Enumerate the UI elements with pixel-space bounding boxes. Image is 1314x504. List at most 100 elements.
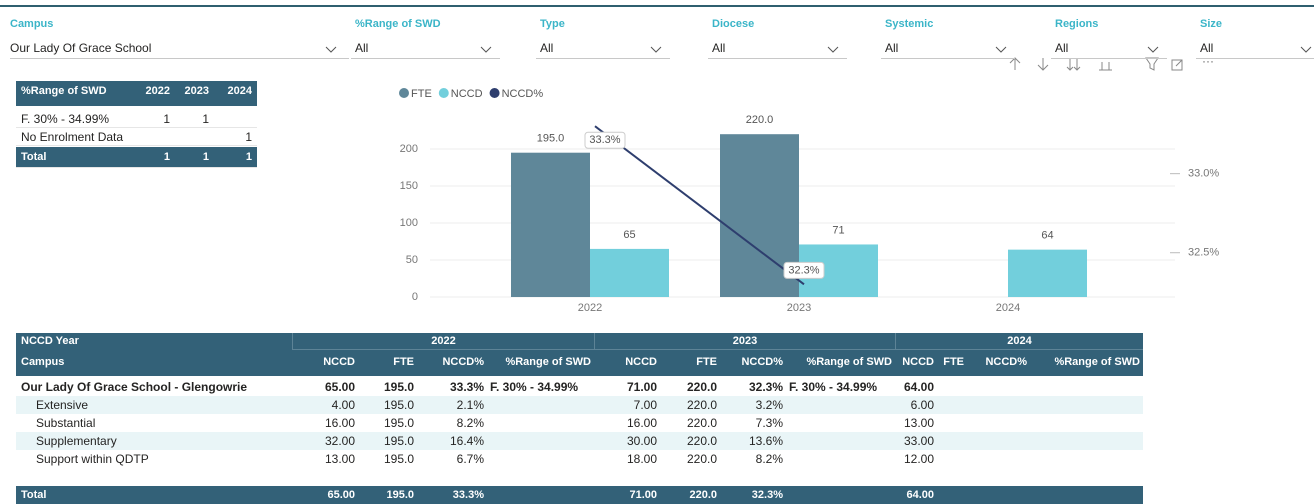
table-cell: 195.0: [358, 486, 417, 504]
chevron: [1147, 46, 1159, 53]
table-column-header: FTE: [937, 351, 967, 373]
table-cell: 13.6%: [720, 432, 786, 450]
table-cell: [1030, 414, 1143, 432]
chevron: [480, 46, 492, 53]
table-cell: [1030, 432, 1143, 450]
table-column-header: NCCD%: [417, 351, 487, 373]
table-cell: 16.00: [626, 416, 657, 430]
data-label: 32.3%: [788, 264, 819, 276]
chevron: [827, 46, 839, 53]
table-row-label: Total: [16, 486, 292, 504]
table-cell: [1030, 378, 1143, 396]
data-label: 65: [623, 229, 635, 241]
table-cell: 64.00: [895, 486, 937, 504]
table-column-header: FTE: [660, 351, 720, 373]
table-cell: [937, 396, 967, 414]
table-cell: [1030, 450, 1143, 468]
table-cell: 220.0: [660, 396, 720, 414]
bar: [1008, 249, 1087, 297]
table-cell: 33.00: [895, 432, 937, 450]
table-group-corner: NCCD Year: [16, 333, 292, 350]
y-tick-label: 200: [400, 143, 418, 155]
table-column-header: NCCD%: [720, 351, 786, 373]
filter-label: Regions: [1055, 18, 1099, 30]
table-cell: 3.2%: [720, 396, 786, 414]
table-column-header: FTE: [358, 351, 417, 373]
summary-header: %Range of SWD: [16, 81, 137, 106]
toolbar-icons[interactable]: [1009, 57, 1183, 71]
data-label-box: [783, 261, 825, 279]
y-tick-label: 100: [400, 217, 418, 229]
table-column-header: NCCD: [292, 351, 358, 373]
table-cell: 32.00: [292, 432, 358, 450]
table-cell: [487, 450, 594, 468]
legend-label: NCCD%: [502, 88, 544, 100]
table-cell: [967, 450, 1030, 468]
table-cell: 18.00: [626, 452, 657, 466]
summary-cell: [175, 128, 214, 146]
table-cell: 30.00: [594, 432, 660, 450]
table-cell: [967, 378, 1030, 396]
x-tick-label: 2022: [578, 302, 602, 314]
filter-dropdown[interactable]: Our Lady Of Grace School: [10, 39, 349, 59]
table-cell: 195.0: [383, 416, 414, 430]
table-cell: [487, 414, 594, 432]
bar: [511, 152, 590, 297]
table-cell: 65.00: [324, 380, 355, 394]
chevron: [650, 46, 662, 53]
table-cell: 8.2%: [755, 452, 783, 466]
table-cell: 16.00: [324, 416, 355, 430]
table-row-label: Extensive: [16, 396, 292, 414]
table-cell: [967, 414, 1030, 432]
table-cell: 6.7%: [456, 452, 484, 466]
summary-row-label: F. 30% - 34.99%: [16, 110, 137, 128]
filter-dropdown[interactable]: All: [351, 39, 500, 59]
top-border: [0, 5, 1314, 7]
data-label: 195.0: [537, 133, 565, 145]
table-cell: [487, 396, 594, 414]
table-cell: [937, 378, 967, 396]
table-cell: 71.00: [594, 486, 660, 504]
filter-dropdown[interactable]: All: [536, 39, 670, 59]
filter-dropdown[interactable]: All: [1051, 39, 1167, 59]
table-cell: [786, 414, 895, 432]
table-row-label: Our Lady Of Grace School - Glengowrie: [21, 380, 248, 394]
filter-dropdown[interactable]: All: [708, 39, 847, 59]
data-label: 220.0: [746, 114, 774, 126]
table-column-header: NCCD: [895, 351, 937, 373]
summary-cell: 1: [137, 147, 175, 168]
legend-marker: [489, 88, 500, 98]
table-cell: 13.00: [903, 416, 934, 430]
filter-dropdown[interactable]: All: [881, 39, 1015, 59]
table-column-header: NCCD: [594, 351, 660, 373]
table-column-header: NCCD%: [967, 351, 1030, 373]
table-cell: [786, 432, 895, 450]
table-cell: [487, 432, 594, 450]
table-cell: [786, 396, 895, 414]
table-row-label: Substantial: [36, 416, 96, 430]
table-group-header: 2024: [895, 333, 1143, 350]
line: [594, 125, 805, 286]
table-cell: 220.0: [660, 432, 720, 450]
table-cell: 64.00: [903, 380, 934, 394]
table-cell: [967, 432, 1030, 450]
summary-cell: 1: [175, 110, 214, 128]
table-cell: F. 30% - 34.99%: [789, 380, 878, 394]
table-cell: 6.00: [895, 396, 937, 414]
more-icon[interactable]: ···: [1202, 54, 1214, 68]
data-label: 33.3%: [589, 134, 620, 146]
filter-label: Diocese: [712, 18, 755, 30]
table-cell: 195.0: [383, 380, 414, 394]
filter-label: Size: [1200, 18, 1223, 30]
table-group-header: 2023: [594, 333, 895, 350]
summary-row-label: No Enrolment Data: [16, 128, 137, 146]
filter-label: Systemic: [885, 18, 934, 30]
bar: [590, 248, 669, 297]
table-cell: 7.3%: [755, 416, 783, 430]
table-cell: 4.00: [292, 396, 358, 414]
table-cell: [786, 450, 895, 468]
table-cell: 195.0: [358, 396, 417, 414]
legend-marker: [399, 88, 409, 98]
filter-dropdown[interactable]: All: [1196, 39, 1314, 59]
